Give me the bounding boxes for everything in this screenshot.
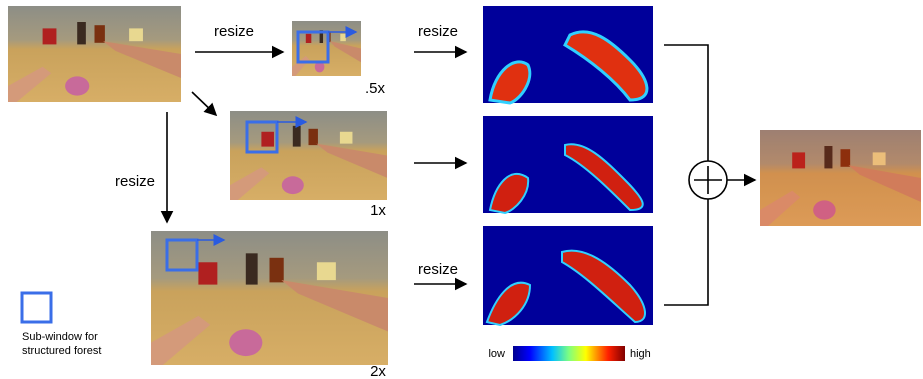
diagram: .5x 1x 2x resize resize resize resize Su… — [0, 0, 923, 379]
page: .5x 1x 2x resize resize resize resize Su… — [0, 0, 923, 379]
legend-label: structured forest — [22, 345, 101, 357]
heatmap — [483, 6, 653, 103]
heatmap — [483, 226, 653, 325]
edge-label: resize — [418, 23, 458, 40]
legend-label: Sub-window for — [22, 331, 98, 343]
edge-label: resize — [214, 23, 254, 40]
scale-label: 2x — [370, 363, 386, 379]
colorbar-high: high — [630, 348, 651, 360]
edge-label: resize — [115, 173, 155, 190]
connector — [664, 45, 708, 161]
scaled-image — [151, 231, 388, 365]
connector — [664, 199, 708, 305]
scale-label: 1x — [370, 202, 386, 219]
output-image — [760, 130, 921, 226]
colorbar — [513, 346, 625, 361]
arrow — [192, 92, 216, 115]
colorbar-low: low — [488, 348, 505, 360]
scaled-image — [230, 111, 387, 200]
edge-label: resize — [418, 261, 458, 278]
input-image — [8, 6, 181, 102]
legend-swatch — [22, 293, 51, 322]
heatmap — [483, 116, 653, 213]
scale-label: .5x — [365, 80, 386, 97]
